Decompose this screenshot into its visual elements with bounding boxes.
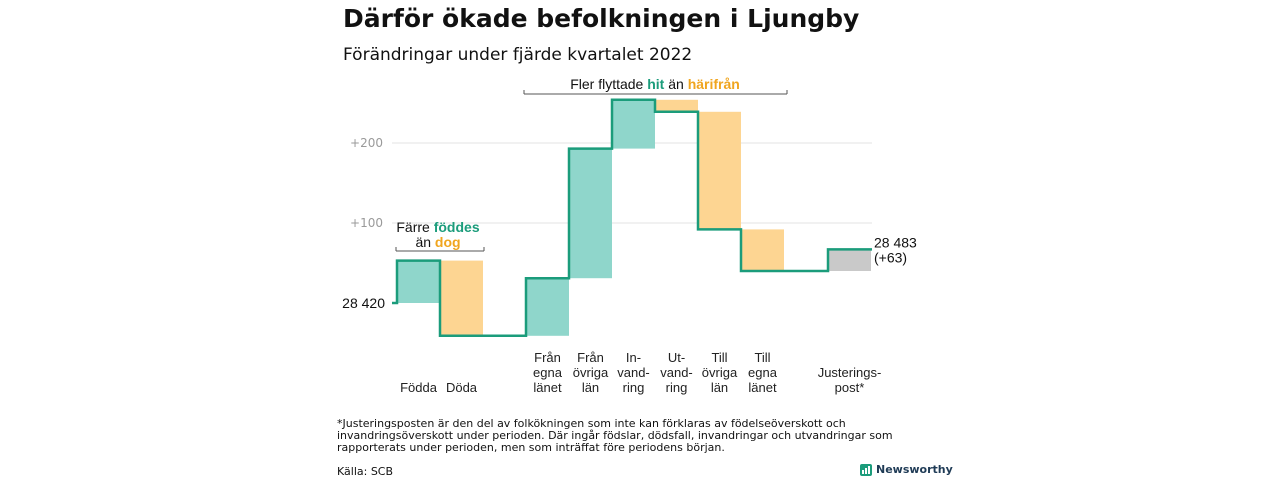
- footnote: *Justeringsposten är den del av folkökni…: [337, 417, 893, 454]
- y-tick-label: +200: [350, 136, 383, 150]
- category-label: Till: [711, 350, 727, 365]
- category-label: egna: [533, 365, 563, 380]
- waterfall-bar: [440, 260, 483, 336]
- y-tick-label: +100: [350, 216, 383, 230]
- annotation-births-line2: än dog: [415, 234, 460, 250]
- category-label: In-: [626, 350, 641, 365]
- annotation-migration: Fler flyttade hit än härifrån: [570, 76, 740, 92]
- cumulative-step-line: [392, 98, 872, 338]
- brand-logo: Newsworthy: [860, 463, 953, 476]
- waterfall-bar: [828, 249, 871, 271]
- category-label: övriga: [702, 365, 738, 380]
- category-label: Justerings-: [818, 365, 882, 380]
- newsworthy-logo-icon: [860, 463, 872, 476]
- start-value-label: 28 420: [342, 295, 385, 311]
- category-label: län: [711, 380, 728, 395]
- category-label: övriga: [573, 365, 609, 380]
- category-label: länet: [748, 380, 777, 395]
- category-label: post*: [835, 380, 865, 395]
- annotation-births-line1: Färre föddes: [396, 219, 479, 235]
- waterfall-bar: [612, 99, 655, 149]
- end-change-label: (+63): [874, 249, 907, 265]
- category-label: Till: [754, 350, 770, 365]
- category-label: Födda: [400, 380, 438, 395]
- brand-name: Newsworthy: [876, 463, 953, 476]
- category-label: län: [582, 380, 599, 395]
- category-label: ring: [623, 380, 645, 395]
- source-note: Källa: SCB: [337, 465, 394, 478]
- waterfall-bar: [698, 111, 741, 230]
- chart-title: Därför ökade befolkningen i Ljungby: [343, 4, 860, 33]
- waterfall-bar: [397, 260, 440, 303]
- category-label: Döda: [446, 380, 478, 395]
- category-label: länet: [533, 380, 562, 395]
- category-label: egna: [748, 365, 778, 380]
- category-label: Från: [534, 350, 561, 365]
- category-label: vand-: [660, 365, 693, 380]
- chart-subtitle: Förändringar under fjärde kvartalet 2022: [343, 45, 693, 65]
- waterfall-bar: [655, 99, 698, 112]
- category-label: ring: [666, 380, 688, 395]
- waterfall-bar: [526, 278, 569, 336]
- waterfall-bar: [569, 148, 612, 279]
- waterfall-bar: [741, 229, 784, 271]
- end-value-label: 28 483: [874, 234, 917, 250]
- category-label: Ut-: [668, 350, 685, 365]
- category-label: vand-: [617, 365, 650, 380]
- category-label: Från: [577, 350, 604, 365]
